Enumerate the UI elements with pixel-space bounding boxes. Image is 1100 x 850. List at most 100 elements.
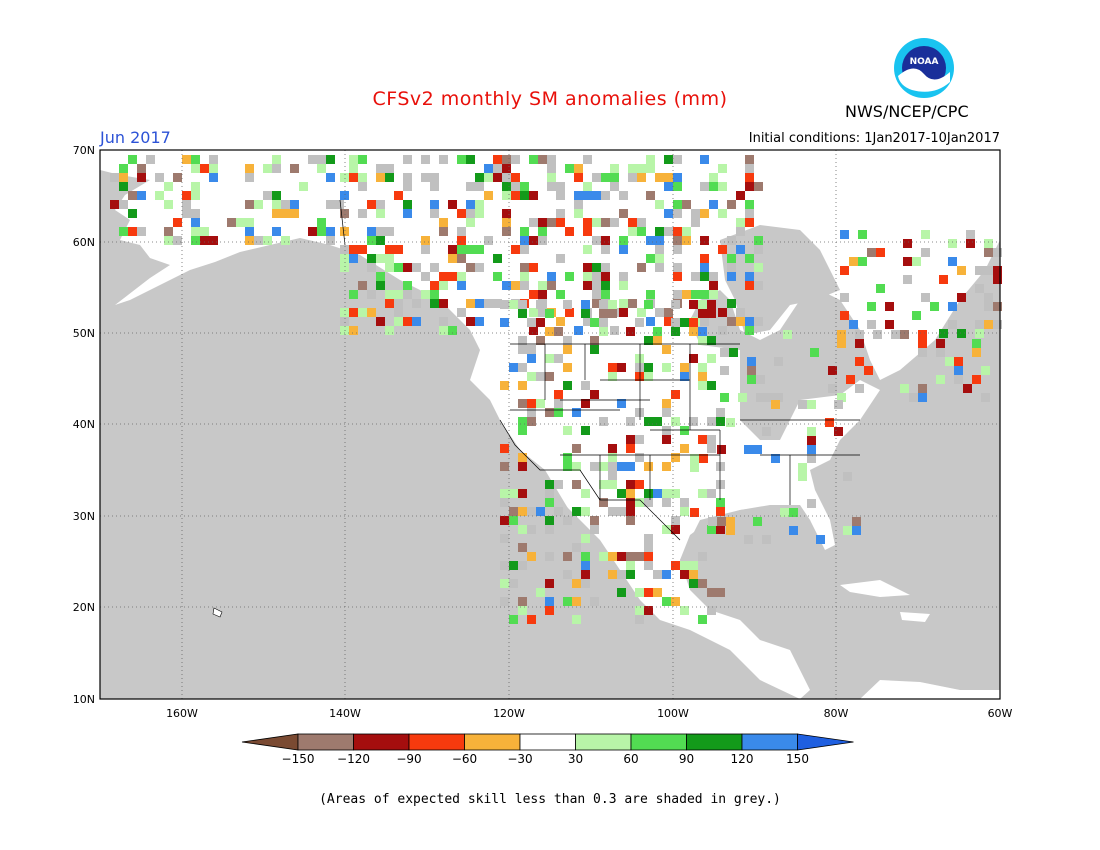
anomaly-cell [554, 480, 563, 489]
anomaly-cell [574, 164, 583, 173]
anomaly-cell [527, 318, 536, 327]
anomaly-cell [644, 372, 653, 381]
anomaly-cell [655, 173, 664, 182]
anomaly-cell [421, 290, 430, 299]
anomaly-cell [518, 426, 527, 435]
anomaly-cell [349, 164, 358, 173]
lon-label: 160W [166, 707, 198, 720]
anomaly-cell [509, 300, 518, 309]
anomaly-cell [527, 372, 536, 381]
anomaly-cell [726, 517, 735, 526]
anomaly-cell [590, 462, 599, 471]
anomaly-cell [957, 293, 966, 302]
anomaly-cell [500, 489, 509, 498]
anomaly-cell [644, 336, 653, 345]
anomaly-cell [529, 326, 538, 335]
anomaly-cell [376, 173, 385, 182]
anomaly-cell [698, 336, 707, 345]
anomaly-cell [281, 209, 290, 218]
anomaly-cell [840, 266, 849, 275]
colorbar-label: −60 [452, 752, 477, 766]
anomaly-cell [529, 263, 538, 272]
anomaly-cell [466, 200, 475, 209]
anomaly-cell [963, 384, 972, 393]
anomaly-cell [583, 272, 592, 281]
anomaly-cell [200, 164, 209, 173]
anomaly-cell [846, 375, 855, 384]
anomaly-cell [590, 516, 599, 525]
anomaly-cell [155, 173, 164, 182]
anomaly-cell [709, 281, 718, 290]
anomaly-cell [245, 200, 254, 209]
anomaly-cell [358, 209, 367, 218]
anomaly-cell [644, 300, 653, 309]
hawaii [212, 607, 223, 618]
anomaly-cell [689, 318, 698, 327]
anomaly-cell [137, 227, 146, 236]
anomaly-cell [646, 317, 655, 326]
anomaly-cell [538, 155, 547, 164]
anomaly-cell [807, 400, 816, 409]
anomaly-cell [966, 230, 975, 239]
anomaly-cell [146, 155, 155, 164]
anomaly-cell [509, 507, 518, 516]
anomaly-cell [727, 272, 736, 281]
anomaly-cell [673, 200, 682, 209]
anomaly-cell [376, 209, 385, 218]
anomaly-cell [689, 417, 698, 426]
anomaly-cell [635, 588, 644, 597]
anomaly-cell [245, 218, 254, 227]
anomaly-cell [608, 372, 617, 381]
anomaly-cell [536, 588, 545, 597]
colorbar-swatch [408, 733, 465, 751]
anomaly-cell [771, 400, 780, 409]
anomaly-cell [738, 393, 747, 402]
anomaly-cell [900, 384, 909, 393]
map-frame [99, 149, 1001, 700]
anomaly-cell [128, 155, 137, 164]
anomaly-cell [662, 498, 671, 507]
anomaly-cell [527, 615, 536, 624]
anomaly-cell [511, 281, 520, 290]
colorbar-label: 30 [568, 752, 583, 766]
anomaly-cell [876, 248, 885, 257]
anomaly-cell [511, 245, 520, 254]
anomaly-cell [592, 191, 601, 200]
anomaly-cell [664, 308, 673, 317]
anomaly-cell [509, 579, 518, 588]
anomaly-cell [511, 191, 520, 200]
anomaly-cell [864, 366, 873, 375]
anomaly-cell [290, 200, 299, 209]
anomaly-cell [484, 173, 493, 182]
anomaly-cell [918, 339, 927, 348]
anomaly-cell [536, 300, 545, 309]
anomaly-cell [563, 381, 572, 390]
anomaly-cell [500, 381, 509, 390]
anomaly-cell [727, 317, 736, 326]
anomaly-cell [484, 191, 493, 200]
anomaly-cell [718, 326, 727, 335]
anomaly-cell [173, 236, 182, 245]
anomaly-cell [227, 218, 236, 227]
anomaly-cell [385, 173, 394, 182]
anomaly-cell [403, 209, 412, 218]
colorbar-label: −90 [396, 752, 421, 766]
anomaly-cell [385, 164, 394, 173]
anomaly-cell [439, 299, 448, 308]
anomaly-cell [653, 327, 662, 336]
anomaly-cell [918, 393, 927, 402]
colorbar-label: −30 [507, 752, 532, 766]
anomaly-cell [119, 173, 128, 182]
anomaly-cell [349, 308, 358, 317]
anomaly-cell [394, 290, 403, 299]
anomaly-cell [590, 597, 599, 606]
anomaly-cell [700, 236, 709, 245]
anomaly-cell [466, 155, 475, 164]
anomaly-cell [954, 366, 963, 375]
anomaly-cell [664, 155, 673, 164]
anomaly-cell [637, 227, 646, 236]
anomaly-cell [191, 155, 200, 164]
anomaly-cell [972, 339, 981, 348]
anomaly-cell [340, 191, 349, 200]
anomaly-cell [644, 534, 653, 543]
